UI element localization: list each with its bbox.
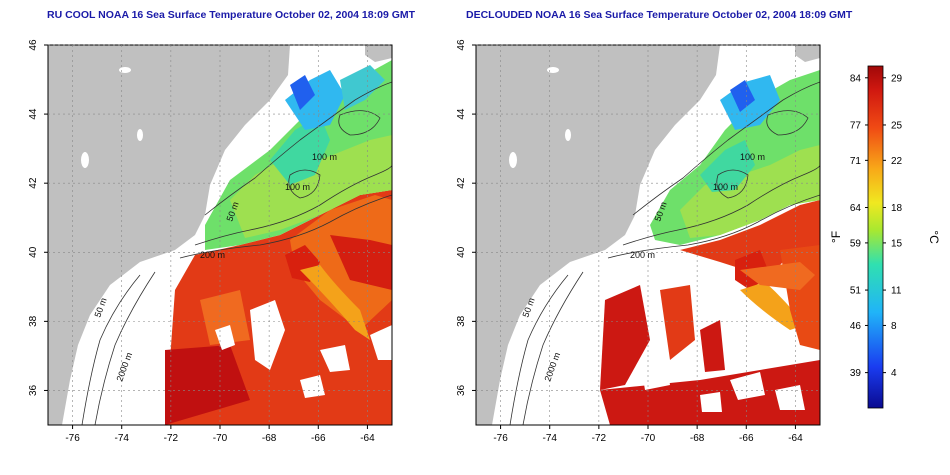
longitude-ticks: -76 -74 -72 -70 -68 -66 -64 xyxy=(493,425,803,444)
x-tick-label: -76 xyxy=(65,433,80,444)
celsius-tick-label: 8 xyxy=(891,321,897,332)
celsius-tick-label: 4 xyxy=(891,368,897,379)
x-tick-label: -66 xyxy=(739,433,754,444)
right-panel-title: DECLOUDED NOAA 16 Sea Surface Temperatur… xyxy=(466,9,853,21)
warm-water-region xyxy=(165,190,392,425)
x-tick-label: -70 xyxy=(213,433,228,444)
cloud-patches xyxy=(215,300,392,398)
y-tick-label: 44 xyxy=(28,108,39,120)
celsius-tick-label: 22 xyxy=(891,156,903,167)
contour-label: 100 m xyxy=(740,152,765,162)
fahrenheit-tick-label: 77 xyxy=(850,120,862,131)
y-tick-label: 38 xyxy=(28,315,39,327)
y-tick-label: 44 xyxy=(456,108,467,120)
latitude-ticks: 46 44 42 40 38 36 xyxy=(456,39,476,396)
celsius-tick-label: 15 xyxy=(891,238,903,249)
y-tick-label: 40 xyxy=(28,246,39,258)
x-tick-label: -64 xyxy=(788,433,803,444)
fahrenheit-tick-label: 71 xyxy=(850,156,862,167)
celsius-unit-label: °C xyxy=(927,230,941,244)
celsius-scale: 29 25 22 18 15 11 8 4 xyxy=(883,73,903,379)
left-sst-map: 100 m 100 m 50 m 200 m 50 m 2000 m -76 -7… xyxy=(28,39,393,444)
y-tick-label: 46 xyxy=(28,39,39,51)
fahrenheit-scale: 84 77 71 64 59 51 46 39 xyxy=(850,73,868,379)
x-tick-label: -72 xyxy=(592,433,607,444)
fahrenheit-tick-label: 64 xyxy=(850,203,862,214)
contour-labels: 100 m 100 m 50 m 200 m 50 m 2000 m xyxy=(92,152,337,383)
land-mass xyxy=(476,45,720,425)
left-panel-title: RU COOL NOAA 16 Sea Surface Temperature … xyxy=(47,9,416,21)
y-tick-label: 38 xyxy=(456,315,467,327)
land-nova-scotia xyxy=(365,45,392,62)
x-tick-label: -64 xyxy=(360,433,375,444)
y-tick-label: 42 xyxy=(456,177,467,189)
fahrenheit-tick-label: 46 xyxy=(850,321,862,332)
x-tick-label: -74 xyxy=(114,433,129,444)
bathymetry-contours xyxy=(81,81,392,425)
cool-water-region xyxy=(650,70,820,245)
contour-label: 200 m xyxy=(630,250,655,260)
fahrenheit-tick-label: 51 xyxy=(850,286,862,297)
x-tick-label: -68 xyxy=(690,433,705,444)
contour-label: 100 m xyxy=(312,152,337,162)
x-tick-label: -76 xyxy=(493,433,508,444)
celsius-tick-label: 11 xyxy=(891,286,902,297)
x-tick-label: -70 xyxy=(641,433,656,444)
celsius-tick-label: 29 xyxy=(891,73,903,84)
colorbar-gradient xyxy=(867,65,884,409)
x-tick-label: -74 xyxy=(542,433,557,444)
celsius-tick-label: 25 xyxy=(891,120,903,131)
contour-label: 200 m xyxy=(200,250,225,260)
contour-label: 100 m xyxy=(285,182,310,192)
x-tick-label: -66 xyxy=(311,433,326,444)
y-tick-label: 42 xyxy=(28,177,39,189)
y-tick-label: 40 xyxy=(456,246,467,258)
fahrenheit-tick-label: 84 xyxy=(850,73,862,84)
y-tick-label: 36 xyxy=(28,384,39,396)
celsius-tick-label: 18 xyxy=(891,203,903,214)
y-tick-label: 36 xyxy=(456,384,467,396)
fahrenheit-tick-label: 39 xyxy=(850,368,862,379)
cloud-patches xyxy=(640,350,805,412)
warm-water-region xyxy=(600,200,820,425)
y-tick-label: 46 xyxy=(456,39,467,51)
longitude-ticks: -76 -74 -72 -70 -68 -66 -64 xyxy=(65,425,375,444)
x-tick-label: -72 xyxy=(164,433,179,444)
bathymetry-contours xyxy=(509,81,820,425)
lat-lon-grid xyxy=(476,44,820,425)
land-mass xyxy=(48,45,290,425)
land-nova-scotia xyxy=(795,45,820,62)
fahrenheit-tick-label: 59 xyxy=(850,238,862,249)
latitude-ticks: 46 44 42 40 38 36 xyxy=(28,39,48,396)
fahrenheit-unit-label: °F xyxy=(829,231,843,243)
contour-label: 100 m xyxy=(713,182,738,192)
lat-lon-grid xyxy=(48,44,392,425)
x-tick-label: -68 xyxy=(262,433,277,444)
